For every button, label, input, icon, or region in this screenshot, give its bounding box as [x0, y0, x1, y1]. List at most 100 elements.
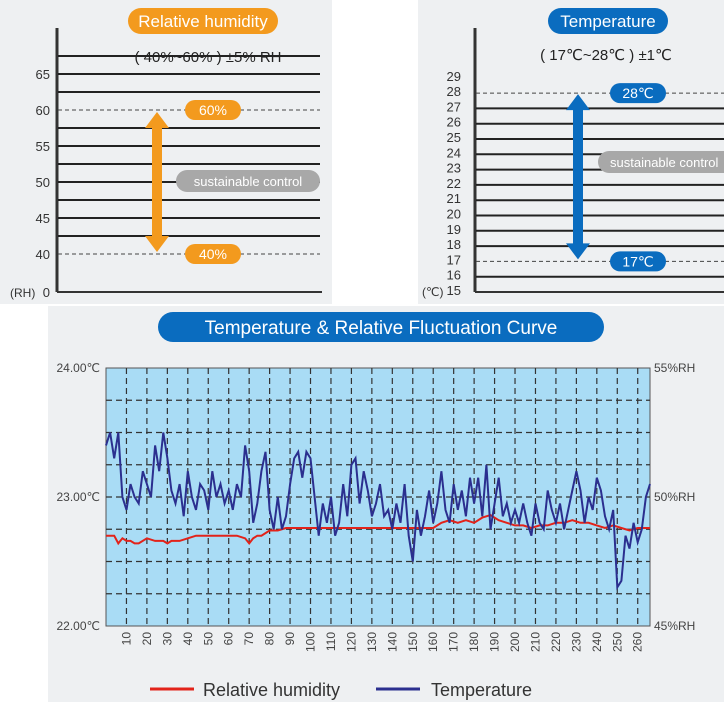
x-axis-tick-label: 240 [590, 632, 604, 652]
x-axis-tick-label: 40 [181, 632, 195, 646]
temp-low-pill [610, 251, 666, 272]
x-axis-tick-label: 30 [160, 632, 174, 646]
left-axis-tick-label: 22.00℃ [56, 619, 100, 633]
rh-tick-label: 0 [43, 285, 50, 300]
fluctuation-panel: Temperature & Relative Fluctuation Curve… [48, 306, 724, 702]
rh-arrow-shaft [152, 127, 162, 237]
x-axis-tick-label: 220 [549, 632, 563, 652]
x-axis-tick-label: 140 [385, 632, 399, 652]
x-axis-tick-label: 200 [508, 632, 522, 652]
temp-scale-lines [476, 92, 724, 278]
temp-sustainable-pill [598, 151, 724, 173]
rh-ylabel: (RH) [10, 286, 35, 300]
x-axis-tick-label: 110 [324, 632, 338, 651]
temp-tick-label: 22 [447, 176, 461, 191]
temp-ylabel: (℃) [422, 285, 443, 299]
fluctuation-chart: Temperature & Relative Fluctuation Curve… [56, 312, 695, 700]
temp-tick-label: 26 [447, 115, 461, 130]
rh-sustainable-label: sustainable control [194, 174, 303, 189]
rh-tick-label: 50 [36, 175, 50, 190]
rh-range-arrow [145, 112, 169, 252]
temp-arrow-head-down [566, 243, 590, 260]
fluct-title: Temperature & Relative Fluctuation Curve [205, 318, 558, 339]
temp-tick-label: 28 [447, 84, 461, 99]
right-axis-ticks: 55%RH 50%RH 45%RH [654, 361, 695, 633]
fluct-title-pill [158, 312, 604, 342]
rh-tick-label: 45 [36, 211, 50, 226]
rh-low-label: 40% [199, 246, 227, 262]
temp-low-label: 17℃ [622, 253, 653, 269]
rh-sustainable-pill [176, 170, 320, 192]
x-axis-tick-label: 130 [365, 632, 379, 652]
temp-tick-label: 18 [447, 237, 461, 252]
series-temperature-line [105, 432, 651, 591]
legend-relative-humidity-label: Relative humidity [203, 680, 340, 700]
rh-range-panel: Relative humidity ( 40%~60% ) ±5% RH 65 6… [0, 0, 332, 304]
rh-tick-label: 40 [36, 247, 50, 262]
rh-low-pill [185, 244, 241, 264]
x-axis-tick-label: 180 [467, 632, 481, 652]
x-axis-tick-label: 80 [263, 632, 277, 646]
temp-sustainable-label: sustainable control [610, 155, 719, 170]
x-axis-tick-label: 10 [119, 632, 133, 646]
rh-scale-lines [58, 55, 320, 255]
rh-tick-label: 55 [36, 139, 50, 154]
x-axis-tick-label: 100 [304, 632, 318, 652]
right-axis-tick-label: 45%RH [654, 619, 695, 633]
temp-tick-label: 25 [447, 130, 461, 145]
temp-tick-label: 17 [447, 252, 461, 267]
right-axis-tick-label: 55%RH [654, 361, 695, 375]
left-axis-tick-label: 23.00℃ [56, 490, 100, 504]
temp-tick-label: 15 [447, 283, 461, 298]
rh-subtitle: ( 40%~60% ) ±5% RH [134, 49, 281, 66]
series-relative-humidity-line [106, 514, 650, 546]
left-axis-tick-label: 24.00℃ [56, 361, 100, 375]
rh-tick-label: 60 [36, 103, 50, 118]
x-axis-tick-label: 50 [201, 632, 215, 646]
temp-tick-label: 29 [447, 69, 461, 84]
rh-tick-labels: 65 60 55 50 45 40 0 [36, 67, 50, 300]
x-axis-tick-label: 150 [406, 632, 420, 652]
x-axis-tick-label: 260 [631, 632, 645, 652]
temp-tick-label: 21 [447, 191, 461, 206]
legend-temperature-label: Temperature [431, 680, 532, 700]
temp-tick-label: 19 [447, 222, 461, 237]
x-axis-tick-label: 190 [488, 632, 502, 652]
x-axis-tick-label: 20 [140, 632, 154, 646]
temp-title: Temperature [560, 12, 655, 31]
temp-tick-label: 16 [447, 268, 461, 283]
plot-grid [106, 368, 650, 626]
temp-range-panel: Temperature ( 17℃~28℃ ) ±1℃ 29 28 27 26 25 24… [418, 0, 724, 304]
rh-high-pill [185, 100, 241, 120]
left-axis-ticks: 24.00℃ 23.00℃ 22.00℃ [56, 361, 100, 633]
x-axis-tick-label: 170 [447, 632, 461, 652]
temp-tick-label: 20 [447, 207, 461, 222]
x-axis-ticks: 10 20 30 40 50 60 70 80 90 100 110 120 130 140 150 160 1… [119, 632, 644, 652]
temp-range-chart: Temperature ( 17℃~28℃ ) ±1℃ 292827262524… [422, 8, 724, 299]
x-axis-tick-label: 210 [528, 632, 542, 652]
temp-high-label: 28℃ [622, 85, 653, 101]
rh-arrow-head-down [145, 236, 169, 252]
rh-high-label: 60% [199, 102, 227, 118]
temp-tick-label: 23 [447, 161, 461, 176]
temp-arrow-head-up [566, 94, 590, 111]
temp-tick-label: 24 [447, 145, 461, 160]
x-axis-tick-label: 250 [610, 632, 624, 652]
right-axis-tick-label: 50%RH [654, 490, 695, 504]
temp-high-pill [610, 83, 666, 104]
rh-title: Relative humidity [138, 12, 268, 31]
rh-range-chart: Relative humidity ( 40%~60% ) ±5% RH 656… [10, 8, 322, 300]
x-axis-tick-label: 60 [222, 632, 236, 646]
x-axis-tick-label: 90 [283, 632, 297, 646]
temp-subtitle: ( 17℃~28℃ ) ±1℃ [540, 47, 672, 64]
temp-tick-label: 27 [447, 99, 461, 114]
temp-range-arrow [566, 94, 590, 260]
x-axis-tick-label: 230 [569, 632, 583, 652]
x-axis-tick-label: 70 [242, 632, 256, 646]
rh-title-pill [128, 8, 278, 34]
x-axis-tick-label: 120 [344, 632, 358, 652]
rh-tick-label: 65 [36, 67, 50, 82]
rh-arrow-head-up [145, 112, 169, 128]
